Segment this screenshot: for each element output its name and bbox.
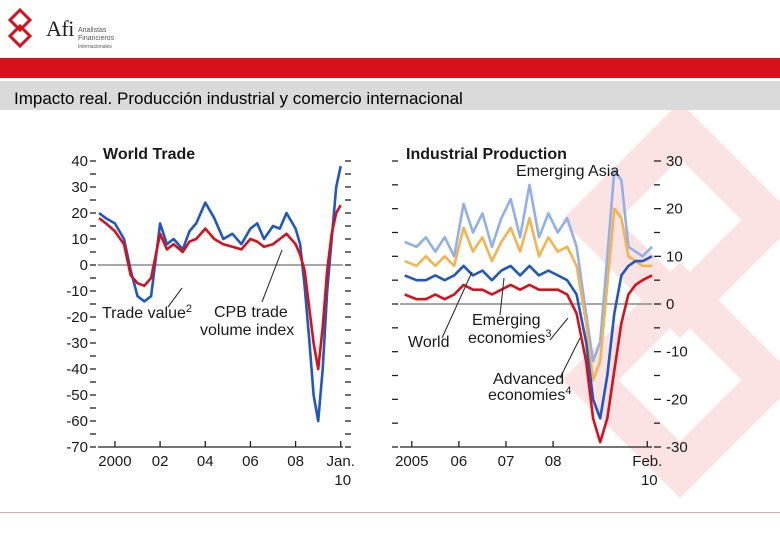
logo-sub-line-3: Internacionales [78, 44, 112, 50]
x-tick-label-line2: 10 [641, 472, 658, 489]
chart-title: Industrial Production [406, 146, 567, 163]
annotation-pointer [261, 249, 283, 303]
y-tick-label: -30 [66, 335, 88, 352]
series-line-cpb-trade-volume-index [98, 204, 342, 371]
y-tick-label: -50 [66, 387, 88, 404]
y-tick-label: -30 [666, 439, 688, 456]
x-tick-label: 06 [242, 453, 259, 470]
y-tick-label: 0 [80, 257, 88, 274]
industrial-production-chart: Industrial Production -30 -20 -10 0 10 20 30 200… [392, 146, 688, 489]
annotation-pointer [499, 277, 505, 316]
x-tick-label: 2005 [395, 453, 428, 470]
annotation-label: CPB trade [214, 304, 288, 321]
x-tick-label: 08 [287, 453, 304, 470]
x-tick-label: 08 [545, 453, 562, 470]
annotation-footnote: 3 [545, 328, 551, 340]
series-line-emerging-economies [404, 207, 652, 382]
x-tick-label: Jan. [327, 453, 355, 470]
afi-logo [6, 6, 136, 54]
annotation-label: Trade value2 [102, 303, 192, 322]
title-bar [0, 81, 780, 110]
y-tick-label: -70 [66, 439, 88, 456]
annotation-label: World [408, 334, 450, 351]
y-tick-label: -40 [66, 361, 88, 378]
series-line-trade-value [98, 165, 342, 423]
annotation-label: economies3 [468, 328, 552, 347]
y-tick-label: 30 [71, 179, 88, 196]
annotation-label: Emerging [472, 312, 540, 329]
y-tick-label: -20 [666, 391, 688, 408]
series-line-world [404, 255, 653, 420]
logo-sub-line-2: Financieros [78, 35, 115, 42]
annotation-label: volume index [200, 322, 294, 339]
page-title: Impacto real. Producción industrial y co… [14, 89, 463, 108]
x-tick-label: Feb. [632, 453, 662, 470]
y-tick-label: 40 [71, 153, 88, 170]
annotation-pointer [441, 271, 473, 339]
series-line-advanced-economies [404, 274, 653, 444]
series-line-emerging-asia [404, 169, 653, 363]
footer-divider [0, 512, 780, 513]
y-tick-label: 10 [666, 248, 683, 265]
annotation-label: Emerging Asia [516, 163, 619, 180]
logo-subtext: Analistas Financieros Internacionales [78, 27, 114, 51]
logo-sub-line-1: Analistas [78, 27, 107, 34]
header-red-bar [0, 58, 780, 78]
x-tick-label: 02 [152, 453, 169, 470]
background-logo-watermark [561, 110, 780, 499]
annotation-pointer [167, 287, 183, 308]
y-tick-label: -10 [666, 344, 688, 361]
x-tick-label: 04 [197, 453, 214, 470]
y-tick-label: 10 [71, 231, 88, 248]
x-tick-label: 07 [498, 453, 515, 470]
annotation-label: economies4 [488, 385, 572, 404]
x-tick-label: 2000 [98, 453, 131, 470]
y-tick-label: 30 [666, 153, 683, 170]
x-tick-label-line2: 10 [334, 472, 351, 489]
annotation-footnote: 4 [565, 385, 571, 397]
x-tick-label: 06 [451, 453, 468, 470]
y-tick-label: 20 [71, 205, 88, 222]
chart-title: World Trade [103, 146, 195, 163]
annotation-pointer [559, 337, 581, 379]
logo-text: Afi [46, 16, 74, 41]
world-trade-chart: World Trade -70 -60 -50 -40 -30 -20 -10 0 10 20 30 4… [66, 146, 355, 489]
y-tick-label: -60 [66, 413, 88, 430]
annotation-pointer [549, 317, 569, 341]
afi-logo-icon [7, 7, 33, 49]
annotation-footnote: 2 [186, 303, 192, 315]
y-tick-label: 20 [666, 201, 683, 218]
y-tick-label: -20 [66, 309, 88, 326]
y-tick-label: 0 [666, 296, 674, 313]
y-tick-label: -10 [66, 283, 88, 300]
annotation-label: Advanced [493, 371, 564, 388]
